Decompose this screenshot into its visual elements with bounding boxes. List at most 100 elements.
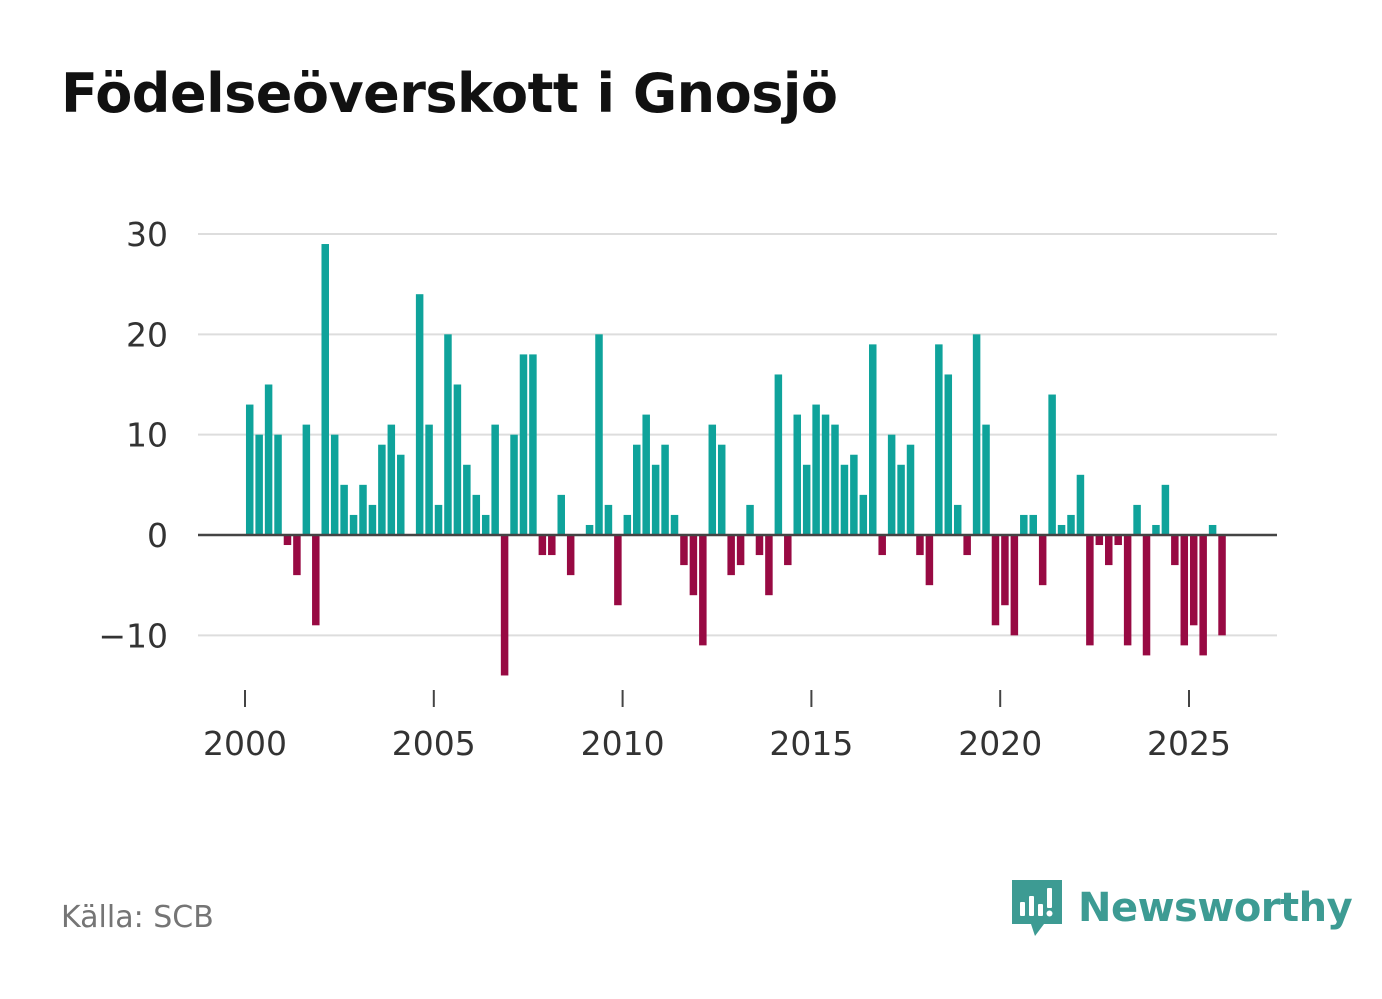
gridlines bbox=[198, 233, 1277, 637]
bar bbox=[463, 464, 471, 535]
bar bbox=[708, 424, 717, 535]
bar bbox=[321, 244, 329, 535]
bar bbox=[680, 535, 688, 566]
bar bbox=[566, 535, 575, 576]
bar bbox=[1086, 535, 1094, 646]
brand[interactable]: Newsworthy bbox=[1010, 878, 1353, 938]
bar bbox=[387, 424, 396, 535]
bar bbox=[887, 434, 896, 535]
bar bbox=[840, 464, 849, 535]
bar bbox=[425, 424, 433, 535]
bar bbox=[1001, 535, 1009, 606]
bar bbox=[368, 504, 377, 535]
newsworthy-logo-icon bbox=[1012, 880, 1062, 936]
bar bbox=[651, 464, 660, 535]
bar bbox=[633, 444, 641, 535]
bar bbox=[302, 424, 311, 535]
bar bbox=[717, 444, 726, 535]
bar bbox=[689, 535, 698, 596]
bar bbox=[925, 535, 934, 586]
bar bbox=[991, 535, 1000, 626]
source-note: Källa: SCB bbox=[61, 900, 214, 935]
bar bbox=[821, 414, 830, 535]
bar bbox=[765, 535, 773, 596]
bar bbox=[595, 334, 603, 535]
bar bbox=[1133, 504, 1141, 535]
page-title: Födelseöverskott i Gnosjö bbox=[61, 62, 838, 125]
bar bbox=[312, 535, 320, 626]
bar bbox=[1152, 524, 1160, 535]
x-tick-label: 2025 bbox=[1147, 724, 1231, 763]
bar bbox=[349, 514, 358, 535]
bar bbox=[1171, 535, 1179, 566]
bar bbox=[500, 535, 509, 676]
bar bbox=[850, 454, 858, 535]
x-tick-label: 2020 bbox=[958, 724, 1042, 763]
bar bbox=[623, 514, 632, 535]
y-tick-label: 0 bbox=[147, 516, 168, 555]
bar bbox=[378, 444, 386, 535]
bar bbox=[774, 374, 783, 535]
bar bbox=[283, 535, 292, 546]
bar bbox=[802, 464, 811, 535]
bar bbox=[1010, 535, 1019, 636]
x-tick-label: 2005 bbox=[392, 724, 476, 763]
bar bbox=[1114, 535, 1122, 546]
bar bbox=[1095, 535, 1104, 546]
bar bbox=[699, 535, 707, 646]
bar bbox=[972, 334, 981, 535]
bar bbox=[906, 444, 915, 535]
bar bbox=[1142, 535, 1151, 656]
y-tick-label: 30 bbox=[126, 215, 168, 254]
bar bbox=[472, 494, 481, 535]
bar bbox=[897, 464, 905, 535]
bar bbox=[1067, 514, 1075, 535]
bar bbox=[953, 504, 962, 535]
bar bbox=[1123, 535, 1132, 646]
bar bbox=[340, 484, 348, 535]
y-tick-label: 10 bbox=[126, 416, 168, 455]
bar bbox=[264, 384, 273, 535]
x-tick-label: 2015 bbox=[769, 724, 853, 763]
bar bbox=[1057, 524, 1066, 535]
bar bbox=[784, 535, 792, 566]
bar bbox=[755, 535, 764, 556]
bar bbox=[444, 334, 452, 535]
bar bbox=[642, 414, 650, 535]
bar bbox=[1180, 535, 1189, 646]
bar bbox=[491, 424, 499, 535]
bar bbox=[529, 354, 537, 535]
bar bbox=[274, 434, 282, 535]
y-tick-label: 20 bbox=[126, 315, 168, 354]
bar bbox=[859, 494, 868, 535]
bar bbox=[359, 484, 367, 535]
bar bbox=[557, 494, 565, 535]
bar bbox=[585, 524, 594, 535]
bar bbox=[916, 535, 924, 556]
bar bbox=[255, 434, 263, 535]
bar bbox=[538, 535, 547, 556]
bar bbox=[963, 535, 971, 556]
bar bbox=[1048, 394, 1056, 535]
bar bbox=[1076, 474, 1085, 535]
bar bbox=[1038, 535, 1047, 586]
bar bbox=[727, 535, 735, 576]
bar bbox=[869, 344, 877, 535]
bar bbox=[1208, 524, 1217, 535]
bar bbox=[746, 504, 754, 535]
bar bbox=[293, 535, 301, 576]
bar bbox=[831, 424, 839, 535]
y-tick-label: −10 bbox=[98, 616, 168, 655]
bar bbox=[878, 535, 886, 556]
bar bbox=[1199, 535, 1207, 656]
bar bbox=[245, 404, 254, 535]
x-tick-label: 2000 bbox=[203, 724, 287, 763]
bar bbox=[481, 514, 490, 535]
bar bbox=[1161, 484, 1170, 535]
bar bbox=[1189, 535, 1198, 626]
bar bbox=[1105, 535, 1113, 566]
bar bbox=[982, 424, 990, 535]
bar bbox=[434, 504, 443, 535]
